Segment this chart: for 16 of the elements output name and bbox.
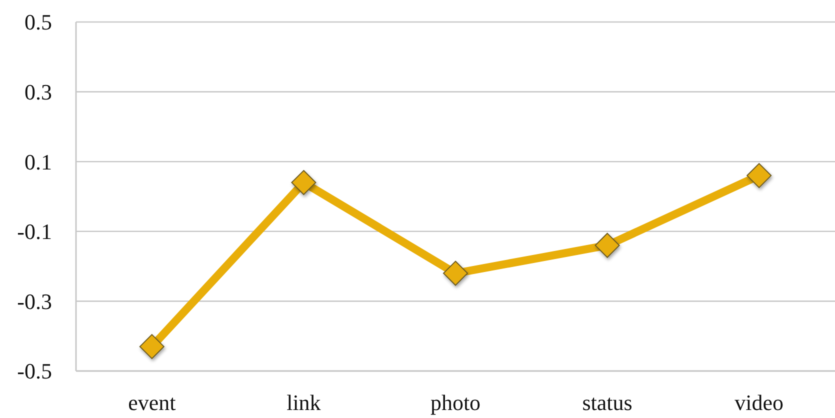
y-tick-label: 0.3 <box>24 80 52 104</box>
y-tick-label: -0.5 <box>17 358 52 384</box>
y-tick-label: -0.3 <box>17 288 52 314</box>
x-tick-label: event <box>128 390 176 415</box>
x-tick-label: photo <box>430 390 481 415</box>
point <box>594 232 620 258</box>
x-tick-label: status <box>582 390 632 415</box>
point <box>139 334 164 360</box>
x-tick-label: link <box>286 390 321 415</box>
point <box>443 260 468 286</box>
y-tick-label: 0.5 <box>24 10 52 35</box>
point <box>746 163 772 188</box>
point <box>291 170 316 196</box>
x-tick-label: video <box>734 390 784 415</box>
y-tick-label: -0.1 <box>17 219 52 244</box>
y-tick-label: 0.1 <box>24 149 52 174</box>
